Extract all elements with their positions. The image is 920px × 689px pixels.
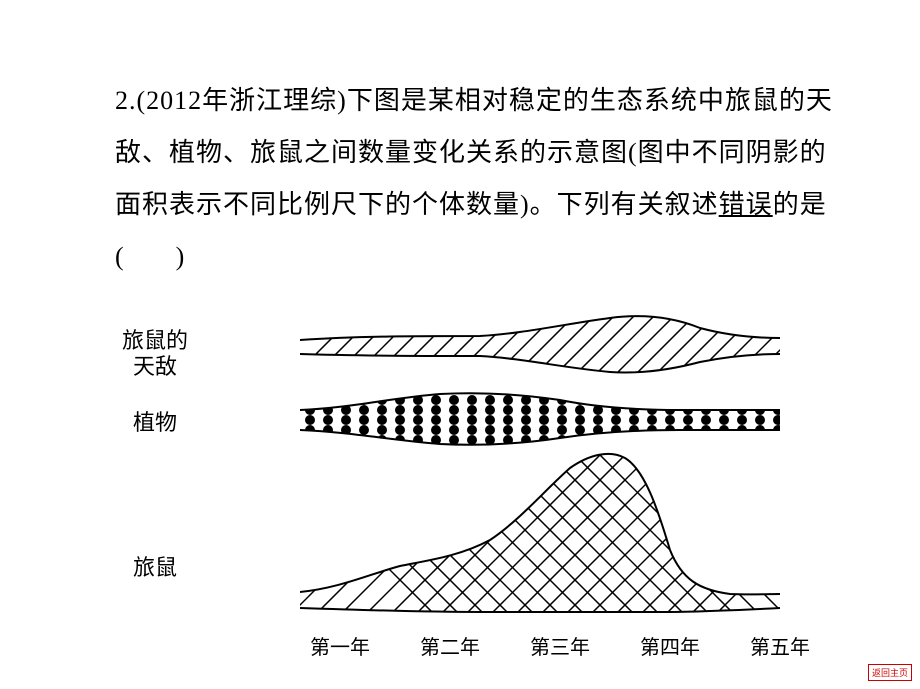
question-stem-2: 的是 — [773, 190, 827, 219]
x-label: 第一年 — [300, 631, 380, 660]
x-label: 第三年 — [520, 631, 600, 660]
question-paren: ( ) — [115, 242, 184, 271]
x-label: 第四年 — [630, 631, 710, 660]
y-label-predator: 旅鼠的 天敌 — [110, 328, 200, 381]
x-label: 第五年 — [740, 631, 820, 660]
ecosystem-diagram: 旅鼠的 天敌 植物 旅鼠 — [110, 310, 810, 660]
question-source: (2012年浙江理综) — [137, 86, 347, 115]
question-number: 2. — [115, 86, 137, 115]
x-axis-labels: 第一年 第二年 第三年 第四年 第五年 — [300, 631, 820, 660]
y-label-lemmings: 旅鼠 — [110, 555, 200, 581]
x-label: 第二年 — [410, 631, 490, 660]
plot-area — [300, 310, 780, 630]
question-emph: 错误 — [719, 190, 773, 219]
y-label-plants: 植物 — [110, 410, 200, 436]
return-home-link[interactable]: 返回主页 — [868, 664, 912, 681]
